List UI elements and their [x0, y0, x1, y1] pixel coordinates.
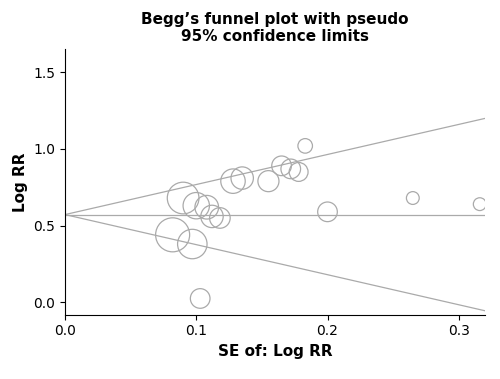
- Point: [188, 241, 196, 247]
- Point: [168, 232, 176, 238]
- Point: [409, 195, 417, 201]
- Point: [216, 215, 224, 221]
- X-axis label: SE of: Log RR: SE of: Log RR: [218, 344, 332, 359]
- Point: [287, 166, 295, 172]
- Point: [278, 163, 285, 169]
- Point: [324, 209, 332, 215]
- Point: [294, 169, 302, 175]
- Point: [208, 213, 216, 219]
- Point: [196, 296, 204, 302]
- Point: [264, 178, 272, 184]
- Point: [229, 178, 237, 184]
- Title: Begg’s funnel plot with pseudo
95% confidence limits: Begg’s funnel plot with pseudo 95% confi…: [142, 11, 409, 44]
- Point: [192, 203, 200, 209]
- Point: [179, 195, 187, 201]
- Point: [238, 175, 246, 181]
- Point: [203, 204, 211, 210]
- Y-axis label: Log RR: Log RR: [12, 152, 28, 211]
- Point: [301, 143, 309, 149]
- Point: [476, 201, 484, 207]
